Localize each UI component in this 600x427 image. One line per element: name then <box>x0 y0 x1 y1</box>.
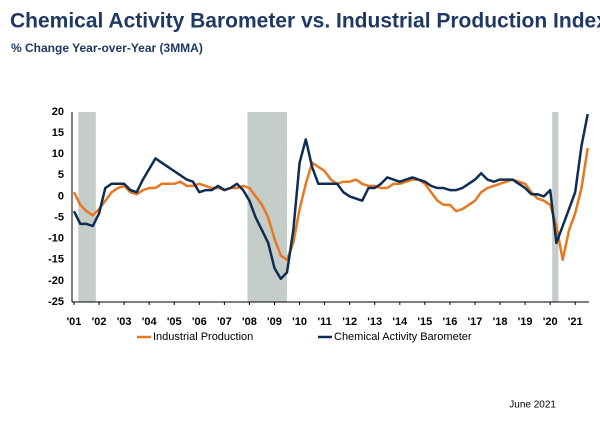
x-tick-label: '10 <box>292 316 307 328</box>
x-tick-label: '14 <box>392 316 408 328</box>
y-tick-label: -15 <box>48 254 64 266</box>
x-tick-label: '02 <box>92 316 107 328</box>
x-tick-label: '05 <box>167 316 182 328</box>
x-tick-label: '07 <box>217 316 232 328</box>
x-tick-label: '11 <box>317 316 331 328</box>
x-tick-label: '18 <box>493 316 508 328</box>
y-tick-label: 0 <box>58 190 64 202</box>
recession-shade <box>78 112 96 302</box>
x-tick-label: '19 <box>518 316 533 328</box>
x-tick-label: '08 <box>242 316 257 328</box>
x-tick-label: '03 <box>117 316 132 328</box>
x-tick-label: '13 <box>367 316 382 328</box>
y-tick-label: 20 <box>52 106 64 118</box>
y-tick-label: -20 <box>48 275 64 287</box>
chart-subtitle: % Change Year-over-Year (3MMA) <box>11 41 203 55</box>
x-tick-label: '17 <box>468 316 483 328</box>
chart-title: Chemical Activity Barometer vs. Industri… <box>10 10 600 33</box>
x-tick-label: '09 <box>267 316 282 328</box>
x-tick-label: '04 <box>142 316 158 328</box>
legend-label: Chemical Activity Barometer <box>334 331 472 343</box>
recession-shade <box>247 112 288 302</box>
y-tick-label: 15 <box>52 127 64 139</box>
series-line <box>72 147 589 262</box>
x-tick-label: '01 <box>67 316 82 328</box>
x-tick-label: '21 <box>568 316 583 328</box>
y-tick-label: -5 <box>54 211 64 223</box>
y-tick-label: -10 <box>48 233 64 245</box>
x-tick-label: '16 <box>442 316 457 328</box>
date-note: June 2021 <box>509 400 556 411</box>
legend-label: Industrial Production <box>153 331 253 343</box>
x-tick-label: '06 <box>192 316 207 328</box>
series-line <box>72 113 589 281</box>
recession-shade <box>552 112 559 302</box>
y-tick-label: -25 <box>48 296 64 308</box>
y-tick-label: 5 <box>58 169 64 181</box>
x-tick-label: '20 <box>543 316 558 328</box>
x-tick-label: '15 <box>417 316 432 328</box>
y-tick-label: 10 <box>52 148 64 160</box>
x-tick-label: '12 <box>342 316 357 328</box>
